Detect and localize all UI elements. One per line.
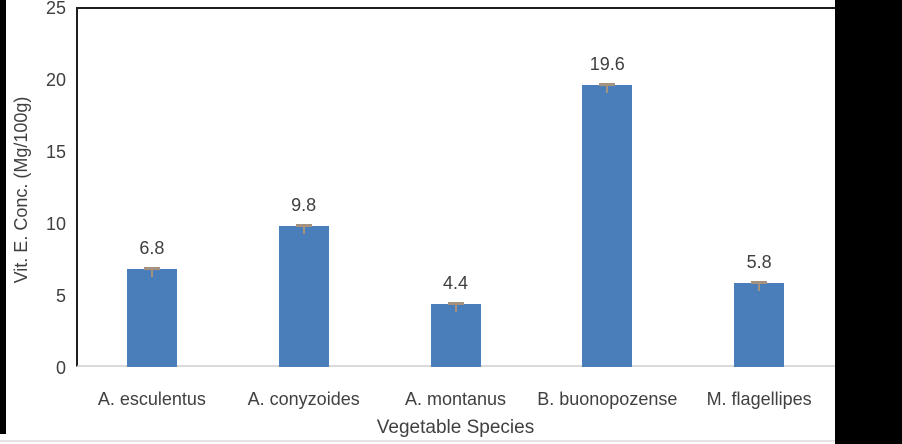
error-bar-stem xyxy=(758,283,761,292)
right-black-border xyxy=(835,0,902,444)
error-bar-stem xyxy=(302,225,305,234)
bar-2 xyxy=(278,225,329,367)
error-bar-cap xyxy=(447,301,464,305)
y-tick-label: 5 xyxy=(55,286,66,306)
x-axis-title: Vegetable Species xyxy=(376,417,535,438)
bar-5 xyxy=(734,283,785,367)
error-bar-stem xyxy=(150,269,153,278)
y-tick-label: 15 xyxy=(45,142,66,162)
error-bar-cap xyxy=(295,223,312,227)
y-tick-label: 25 xyxy=(45,0,66,18)
left-black-border xyxy=(0,0,6,434)
y-tick-label: 0 xyxy=(55,358,66,378)
bar-value-label: 5.8 xyxy=(746,252,772,273)
y-tick-label: 10 xyxy=(45,214,66,234)
error-bar-stem xyxy=(606,84,609,93)
category-label: M. flagellipes xyxy=(706,389,812,409)
bar-3 xyxy=(430,303,481,367)
error-bar-cap xyxy=(751,281,768,285)
y-axis-title: Vit. E. Conc. (Mg/100g) xyxy=(11,96,31,284)
bar-4 xyxy=(582,84,633,367)
category-label: A. esculentus xyxy=(97,389,206,409)
y-tick-label: 20 xyxy=(45,70,66,90)
category-label: B. buonopozense xyxy=(537,389,678,409)
error-bar-cap xyxy=(599,82,616,86)
error-bar-cap xyxy=(143,267,160,271)
bar-value-label: 19.6 xyxy=(589,53,625,74)
bar-value-label: 9.8 xyxy=(291,194,317,215)
category-label: A. montanus xyxy=(404,389,507,409)
bar-value-label: 6.8 xyxy=(139,238,165,259)
category-label: A. conyzoides xyxy=(247,389,360,409)
bar-value-label: 4.4 xyxy=(442,272,469,293)
bottom-edge-line xyxy=(0,440,835,442)
error-bar-stem xyxy=(454,303,457,312)
bar-1 xyxy=(126,269,177,367)
